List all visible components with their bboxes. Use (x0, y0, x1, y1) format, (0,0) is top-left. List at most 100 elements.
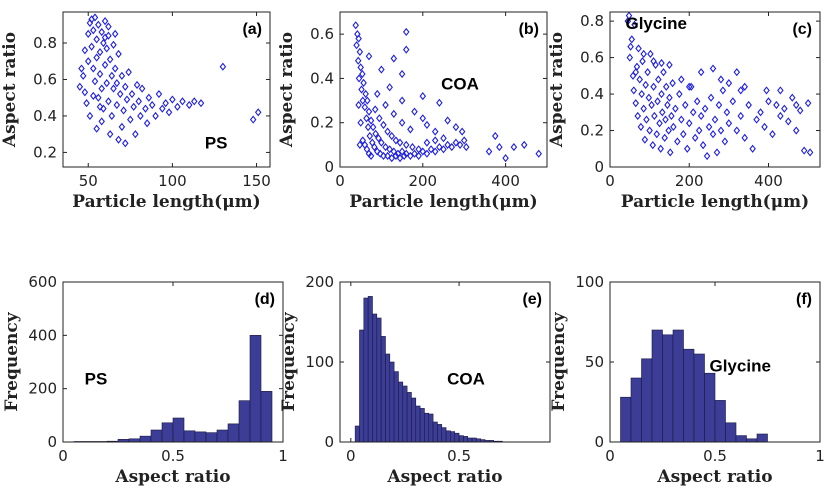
scatter-point-a-35 (113, 79, 121, 88)
scatter-point-b-84 (402, 45, 410, 54)
scatter-point-a-26 (105, 97, 112, 106)
scatter-point-b-94 (496, 142, 503, 152)
histogram-bar-e-15 (419, 408, 425, 443)
histogram-bar-e-13 (411, 397, 417, 443)
scatter-point-c-101 (678, 75, 685, 84)
scatter-point-c-50 (683, 144, 691, 153)
y-tick-label-e-0: 0 (324, 433, 334, 451)
scatter-point-c-109 (737, 86, 745, 95)
scatter-point-a-17 (96, 69, 104, 79)
scatter-point-c-58 (699, 141, 707, 150)
histogram-bar-e-11 (402, 385, 408, 443)
scatter-point-a-42 (123, 95, 131, 104)
x-tick-label-d-2: 1 (278, 447, 288, 465)
scatter-point-b-12 (361, 103, 369, 112)
panel-b: 0 200 400 0 0.2 0.4 0.6 Particle length(μm) Aspe… (277, 11, 548, 212)
scatter-point-c-20 (647, 49, 654, 59)
scatter-point-a-19 (98, 84, 105, 93)
x-tick-label-f-2: 1 (815, 447, 825, 465)
axes-frame-c (609, 11, 821, 168)
series-label-d: PS (85, 369, 108, 388)
scatter-point-c-89 (796, 106, 804, 115)
scatter-point-a-71 (86, 111, 94, 121)
scatter-point-b-81 (378, 65, 385, 74)
scatter-point-a-60 (165, 108, 173, 117)
histogram-bar-f-9 (714, 400, 726, 443)
scatter-point-c-76 (745, 100, 752, 110)
scatter-point-c-18 (645, 93, 653, 102)
histogram-bar-f-2 (641, 358, 653, 443)
x-tick-label-a-2: 150 (242, 172, 271, 190)
scatter-point-b-50 (448, 142, 456, 152)
scatter-point-b-85 (398, 69, 406, 79)
scatter-point-a-32 (110, 40, 117, 49)
histogram-bar-e-22 (450, 431, 456, 443)
scatter-point-a-75 (115, 135, 122, 144)
histogram-bar-f-11 (735, 435, 747, 443)
histogram-bar-d-6 (139, 435, 152, 443)
scatter-point-a-62 (174, 102, 181, 111)
histogram-bar-e-8 (389, 361, 395, 443)
scatter-point-c-39 (666, 93, 673, 102)
scatter-point-c-94 (625, 11, 633, 20)
scatter-point-a-51 (138, 84, 146, 93)
scatter-point-b-48 (440, 145, 447, 154)
scatter-point-c-111 (777, 86, 784, 95)
scatter-point-c-1 (628, 35, 636, 44)
histogram-bar-e-4 (372, 313, 378, 443)
scatter-point-a-0 (76, 82, 84, 91)
scatter-point-a-70 (83, 99, 90, 108)
x-tick-label-b-1: 200 (408, 172, 437, 190)
scatter-point-c-35 (662, 115, 669, 124)
histogram-bar-e-6 (380, 336, 386, 443)
scatter-point-b-40 (407, 151, 414, 161)
scatter-point-c-93 (624, 17, 632, 26)
scatter-point-a-63 (179, 97, 186, 106)
panel-label-b: (b) (519, 21, 539, 38)
scatter-point-b-38 (400, 151, 408, 161)
scatter-point-c-55 (693, 97, 701, 106)
scatter-point-c-16 (643, 115, 650, 124)
histogram-bar-f-10 (725, 422, 737, 443)
scatter-point-c-65 (713, 148, 721, 157)
scatter-point-a-46 (130, 102, 137, 111)
panel-f: 0 0.5 1 0 50 100 Aspect ratio Frequency (f) Glyci… (549, 273, 825, 487)
scatter-point-c-17 (644, 68, 651, 77)
scatter-point-a-24 (103, 79, 111, 88)
scatter-point-c-103 (697, 68, 705, 77)
histogram-bar-e-5 (376, 317, 382, 443)
scatter-point-a-4 (84, 29, 92, 38)
y-tick-label-d-3: 600 (28, 273, 57, 291)
scatter-point-b-8 (358, 85, 365, 94)
scatter-point-b-82 (365, 52, 373, 61)
panel-label-e: (e) (522, 291, 542, 308)
scatter-point-b-25 (375, 134, 382, 143)
histogram-bar-d-12 (205, 432, 218, 443)
histogram-bar-e-27 (471, 437, 477, 443)
y-axis-label-f: Frequency (549, 311, 569, 411)
scatter-point-b-78 (398, 96, 406, 105)
scatter-point-a-1 (79, 71, 87, 80)
scatter-point-b-96 (510, 142, 518, 152)
scatter-point-a-36 (115, 49, 122, 59)
y-tick-label-f-0: 0 (594, 433, 604, 451)
y-tick-label-c-4: 0.8 (580, 12, 604, 30)
panel-label-a: (a) (242, 21, 262, 38)
scatter-point-b-22 (371, 142, 378, 152)
scatter-point-b-26 (376, 149, 384, 158)
axes-frame-a (62, 11, 271, 168)
scatter-point-c-11 (638, 89, 645, 99)
histogram-bar-d-7 (150, 429, 163, 443)
panel-e: 0 0.5 0 100 200 Aspect ratio Frequency (e) COA (279, 273, 551, 487)
histogram-bar-f-6 (683, 348, 695, 443)
scatter-point-c-83 (773, 100, 780, 110)
histogram-bar-d-13 (216, 429, 229, 443)
scatter-point-c-41 (668, 111, 675, 121)
scatter-point-b-63 (388, 131, 396, 141)
histogram-bar-e-17 (428, 413, 434, 443)
scatter-point-a-29 (108, 71, 116, 80)
scatter-point-c-97 (640, 49, 647, 59)
scatter-point-c-68 (719, 86, 727, 95)
series-label-e: COA (447, 369, 485, 388)
scatter-point-c-62 (707, 93, 715, 102)
